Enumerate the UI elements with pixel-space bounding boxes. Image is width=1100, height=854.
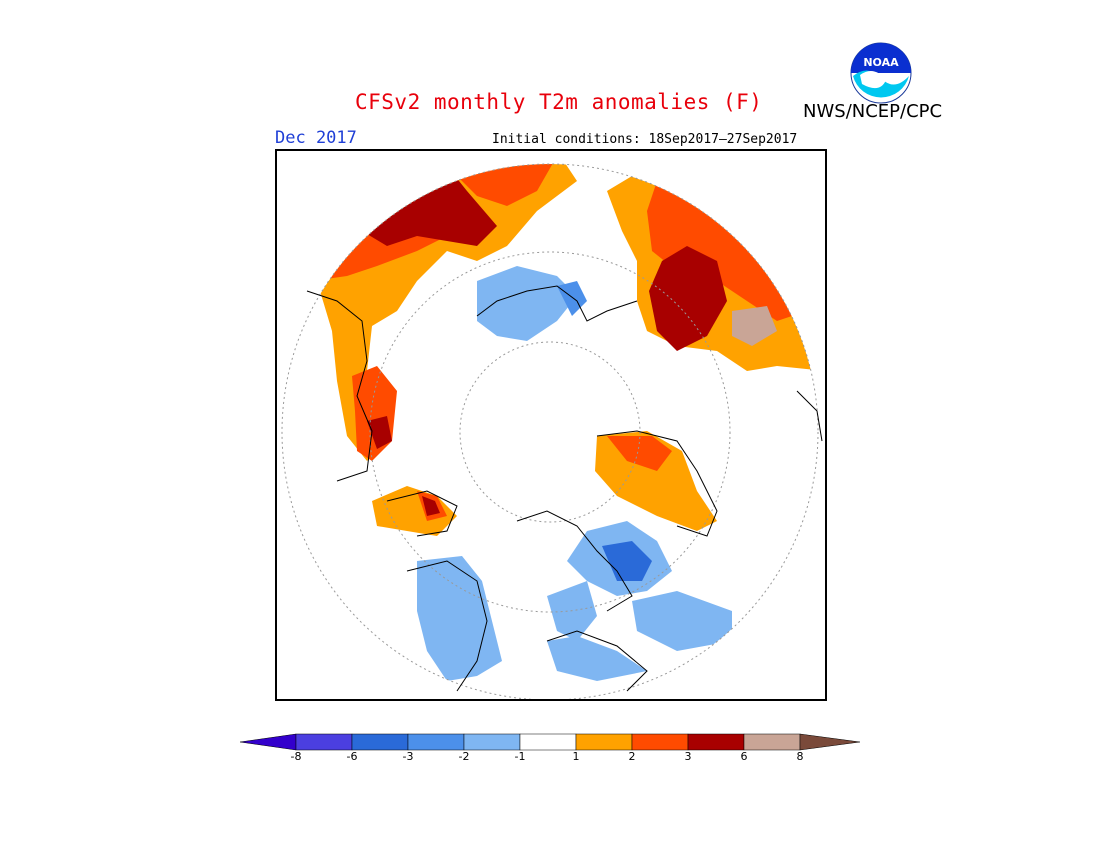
north-africa-very-warm	[367, 416, 392, 449]
legend-swatch	[743, 733, 801, 751]
legend-tick-label: 1	[572, 750, 580, 763]
noaa-logo-text: NOAA	[863, 56, 899, 69]
northeast-canada-cool	[632, 591, 732, 651]
legend-arrow-low	[239, 733, 297, 751]
alaska-red	[607, 436, 672, 471]
agency-label: NWS/NCEP/CPC	[803, 101, 943, 122]
north-america-cool	[417, 556, 502, 681]
north-siberia-cool	[477, 266, 577, 341]
north-africa-warm	[352, 366, 397, 461]
map-title: CFSv2 monthly T2m anomalies (F)	[355, 90, 763, 114]
legend-arrow-high	[799, 733, 861, 751]
legend-tick-label: -2	[458, 750, 470, 763]
east-siberia-red	[647, 181, 807, 321]
anomaly-map	[275, 149, 827, 701]
hudson-bay-cold	[602, 541, 652, 581]
legend-swatch	[407, 733, 465, 751]
legend-swatch	[575, 733, 633, 751]
legend-swatch	[295, 733, 353, 751]
noaa-logo-icon: NOAA	[850, 42, 912, 104]
legend-swatch	[519, 733, 577, 751]
north-siberia-cool-2	[557, 281, 587, 316]
legend-tick-label: 8	[796, 750, 804, 763]
legend-tick-label: 6	[740, 750, 748, 763]
initial-conditions: Initial conditions: 18Sep2017—27Sep2017	[492, 132, 798, 147]
legend-tick-label: -8	[290, 750, 302, 763]
greenland-sea-cool	[547, 636, 647, 681]
legend-tick-label: -6	[346, 750, 358, 763]
western-russia-very-warm	[362, 166, 497, 246]
east-siberia-tan	[732, 306, 777, 346]
legend-swatch	[351, 733, 409, 751]
greenland-very-warm	[422, 496, 440, 516]
legend-tick-label: 3	[684, 750, 692, 763]
legend-tick-label: -1	[514, 750, 526, 763]
forecast-month: Dec 2017	[275, 128, 357, 148]
east-siberia-very-warm	[649, 246, 727, 351]
legend-tick-label: 2	[628, 750, 636, 763]
legend-swatch	[631, 733, 689, 751]
legend-swatch	[463, 733, 521, 751]
legend-swatch	[687, 733, 745, 751]
legend-tick-label: -3	[402, 750, 414, 763]
